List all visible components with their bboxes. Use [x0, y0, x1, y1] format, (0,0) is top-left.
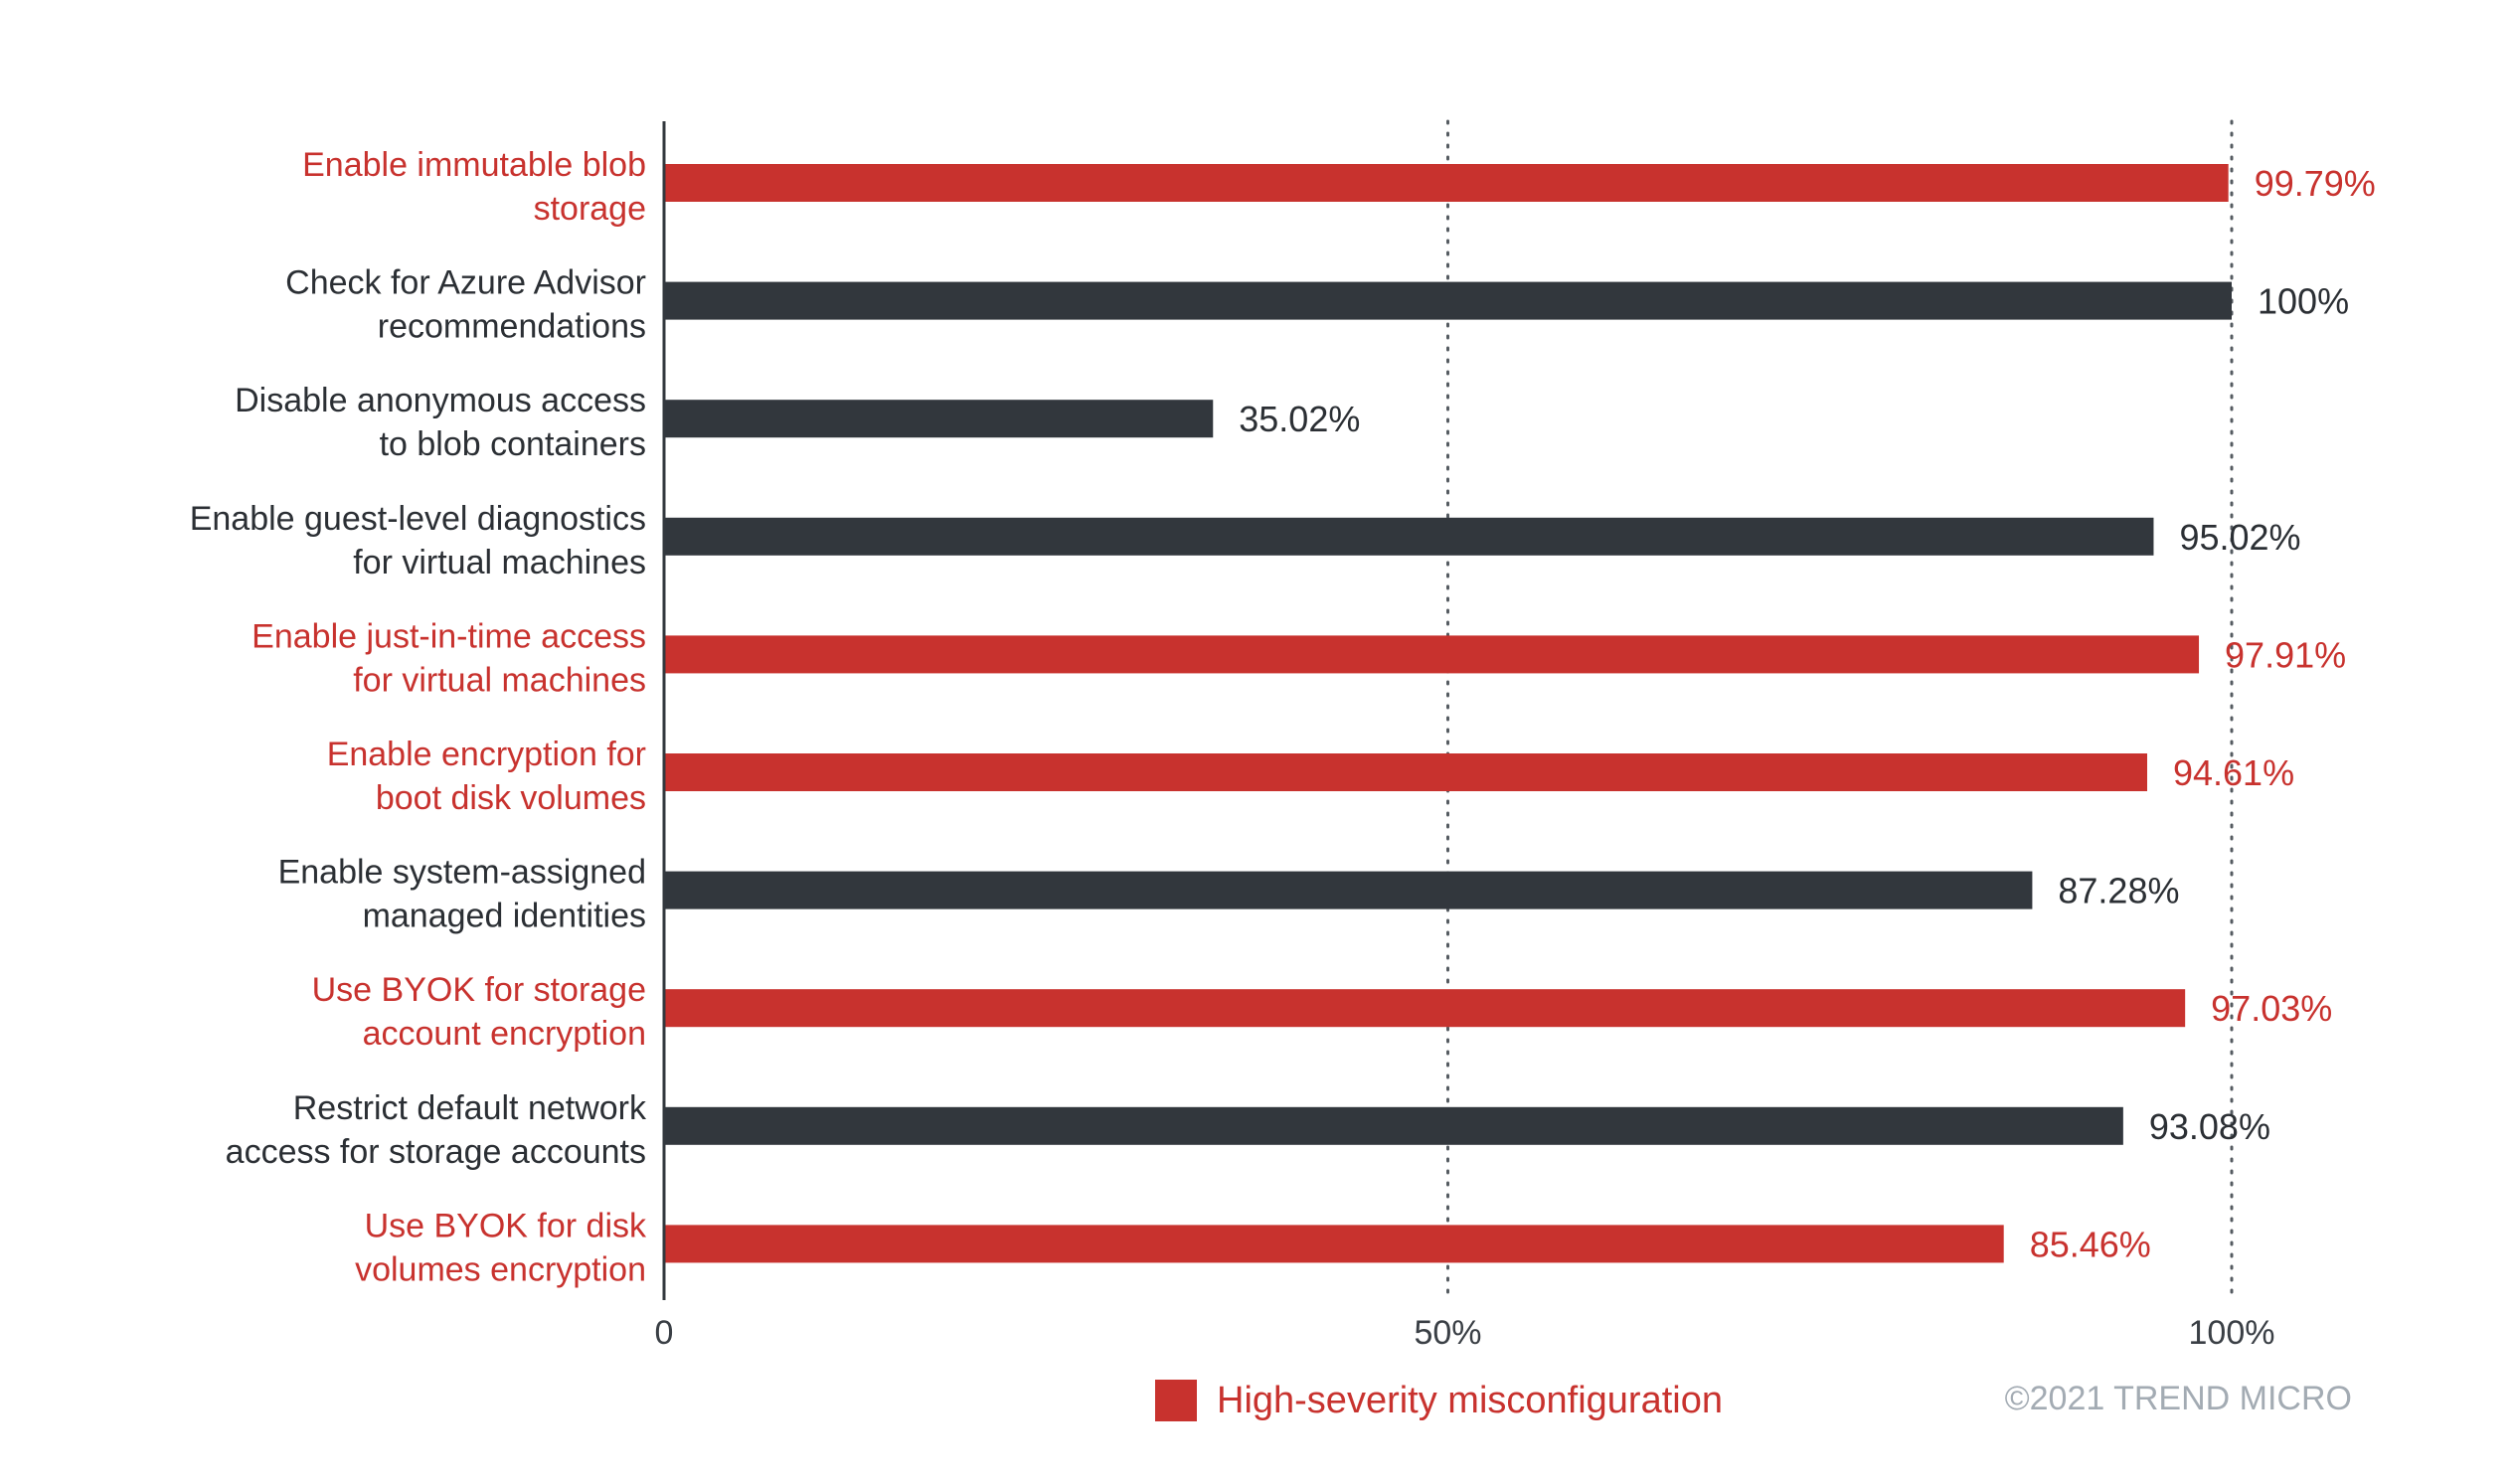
value-label-6: 87.28% — [2058, 871, 2179, 911]
value-label-5: 94.61% — [2173, 752, 2294, 793]
bar-9 — [664, 1225, 2004, 1263]
value-label-2: 35.02% — [1239, 399, 1360, 439]
bar-4 — [664, 635, 2200, 674]
category-label-3-line-1: for virtual machines — [353, 544, 646, 581]
value-label-1: 100% — [2258, 281, 2349, 322]
x-tick-label-1: 50% — [1414, 1314, 1481, 1352]
category-label-8-line-0: Restrict default network — [293, 1089, 647, 1127]
category-label-2-line-0: Disable anonymous access — [235, 382, 646, 419]
x-tick-label-0: 0 — [655, 1314, 674, 1352]
category-label-3-line-0: Enable guest-level diagnostics — [190, 500, 646, 538]
bar-3 — [664, 517, 2154, 556]
category-label-3: Enable guest-level diagnostics for virtua… — [190, 500, 646, 581]
category-label-4: Enable just-in-time access for virtual ma… — [251, 617, 646, 699]
category-label-8-line-1: access for storage accounts — [226, 1133, 646, 1171]
category-label-6-line-0: Enable system-assigned — [278, 854, 646, 892]
value-label-9: 85.46% — [2030, 1224, 2151, 1264]
category-label-4-line-0: Enable just-in-time access — [251, 617, 646, 655]
category-label-0: Enable immutable blob storage — [302, 146, 646, 228]
category-label-8: Restrict default network access for stora… — [226, 1089, 647, 1171]
category-label-1-line-1: recommendations — [378, 308, 646, 346]
category-label-2-line-1: to blob containers — [380, 425, 646, 463]
category-label-0-line-1: storage — [534, 190, 646, 228]
legend-label-high-severity: High-severity misconfiguration — [1217, 1379, 1723, 1421]
category-label-9: Use BYOK for disk volumes encryption — [355, 1207, 647, 1288]
bar-5 — [664, 753, 2147, 791]
category-label-5-line-0: Enable encryption for — [327, 736, 646, 773]
category-label-9-line-1: volumes encryption — [355, 1250, 646, 1288]
category-label-7-line-1: account encryption — [363, 1015, 646, 1053]
value-label-7: 97.03% — [2211, 988, 2332, 1029]
bar-7 — [664, 989, 2186, 1028]
x-tick-label-2: 100% — [2189, 1314, 2275, 1352]
bar-2 — [664, 400, 1214, 438]
copyright-notice: ©2021 TREND MICRO — [2004, 1380, 2352, 1417]
value-label-3: 95.02% — [2179, 517, 2300, 558]
category-label-5: Enable encryption for boot disk volumes — [327, 736, 646, 817]
category-label-4-line-1: for virtual machines — [353, 661, 646, 699]
bar-1 — [664, 281, 2232, 320]
category-label-7-line-0: Use BYOK for storage — [312, 971, 646, 1009]
category-label-2: Disable anonymous access to blob containe… — [235, 382, 646, 463]
value-label-4: 97.91% — [2225, 634, 2346, 675]
legend-swatch-high-severity — [1155, 1380, 1197, 1421]
category-label-5-line-1: boot disk volumes — [376, 779, 646, 817]
bar-8 — [664, 1106, 2123, 1145]
category-label-1: Check for Azure Advisor recommendations — [285, 264, 646, 346]
category-label-9-line-0: Use BYOK for disk — [365, 1207, 647, 1244]
category-label-6: Enable system-assigned managed identities — [278, 854, 646, 935]
value-label-8: 93.08% — [2149, 1106, 2270, 1147]
legend: High-severity misconfiguration — [1155, 1376, 1723, 1425]
value-label-0: 99.79% — [2255, 163, 2376, 204]
category-label-7: Use BYOK for storage account encryption — [312, 971, 646, 1053]
category-label-1-line-0: Check for Azure Advisor — [285, 264, 646, 302]
category-label-6-line-1: managed identities — [363, 898, 646, 935]
category-label-0-line-0: Enable immutable blob — [302, 146, 646, 184]
bar-0 — [664, 164, 2229, 202]
bar-6 — [664, 871, 2033, 909]
